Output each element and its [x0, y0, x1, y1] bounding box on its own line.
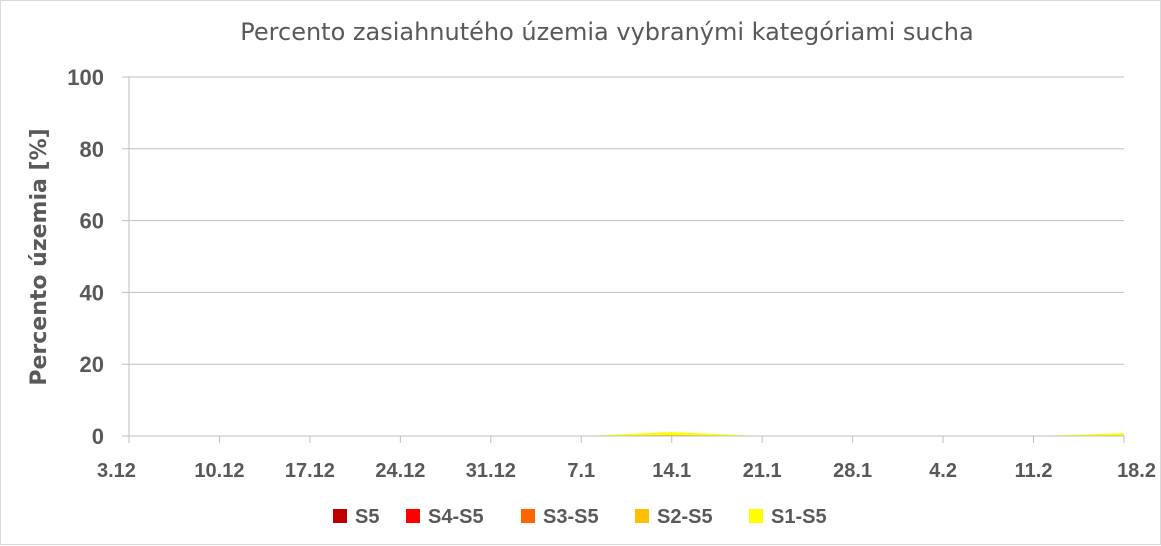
- area-s1-s5: [129, 432, 1124, 436]
- x-tick-label: 14.1: [652, 460, 691, 482]
- legend-swatch: [406, 509, 420, 523]
- legend-item-s3-s5: S3-S5: [521, 506, 599, 528]
- x-tick-label: 3.12: [97, 460, 136, 482]
- legend: S5 S4-S5 S3-S5 S2-S5 S1-S5: [333, 506, 827, 528]
- x-tick-label: 11.2: [1015, 460, 1053, 482]
- y-axis-label: Percento územia [%]: [27, 128, 52, 385]
- legend-label: S1-S5: [771, 506, 827, 528]
- legend-label: S2-S5: [657, 506, 713, 528]
- legend-item-s2-s5: S2-S5: [635, 506, 713, 528]
- x-tick-label: 31.12: [466, 460, 516, 482]
- legend-label: S5: [355, 506, 379, 528]
- legend-item-s4-s5: S4-S5: [406, 506, 484, 528]
- y-tick-label: 100: [67, 65, 104, 90]
- x-tick-label: 28.1: [833, 460, 872, 482]
- legend-swatch: [749, 509, 763, 523]
- x-tick-labels: 3.12 10.12 17.12 24.12 31.12 7.1 14.1 21.1 28.1 4…: [97, 460, 1156, 482]
- legend-item-s5: S5: [333, 506, 379, 528]
- axes: [128, 77, 1125, 443]
- gridlines: [122, 76, 1124, 437]
- y-tick-label: 80: [80, 137, 104, 162]
- x-tick-label: 4.2: [929, 460, 957, 482]
- area-series: [129, 432, 1124, 436]
- x-tick-label: 18.2: [1117, 460, 1156, 482]
- x-tick-label: 17.12: [285, 460, 335, 482]
- x-tick-label: 7.1: [567, 460, 595, 482]
- legend-label: S4-S5: [428, 506, 484, 528]
- legend-swatch: [635, 509, 649, 523]
- y-tick-label: 0: [92, 424, 104, 449]
- y-tick-label: 40: [80, 280, 104, 305]
- legend-label: S3-S5: [543, 506, 599, 528]
- x-tick-label: 24.12: [375, 460, 425, 482]
- x-tick-label: 10.12: [194, 460, 244, 482]
- x-tick-label: 21.1: [743, 460, 782, 482]
- y-tick-labels: 0 20 40 60 80 100: [67, 65, 104, 449]
- legend-swatch: [521, 509, 535, 523]
- legend-swatch: [333, 509, 347, 523]
- y-tick-label: 20: [80, 352, 104, 377]
- y-tick-label: 60: [80, 209, 104, 234]
- legend-item-s1-s5: S1-S5: [749, 506, 827, 528]
- chart-title: Percento zasiahnutého územia vybranými k…: [240, 18, 973, 46]
